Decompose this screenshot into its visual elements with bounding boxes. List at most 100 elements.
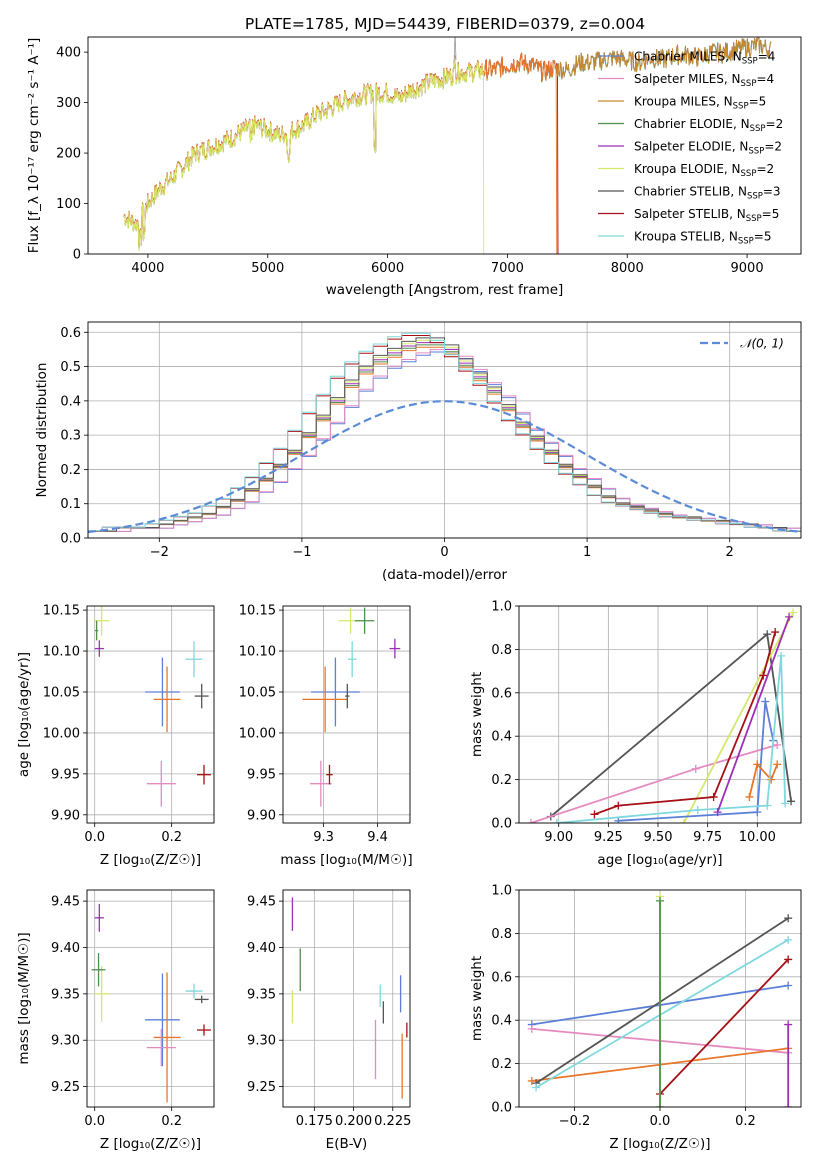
y-tick-label: 9.90 (247, 808, 276, 823)
x-tick-label: 0.2 (735, 1114, 756, 1129)
data-point (527, 1076, 536, 1085)
y-tick-label: 10.00 (43, 726, 80, 741)
error-bars (91, 903, 211, 1103)
y-tick-label: 10.10 (239, 645, 276, 660)
axes-mass-vs-Z: 0.0 0.2 9.25 9.30 9.35 9.40 9.45 Z [log₁₀(Z/Z☉)… (16, 889, 215, 1152)
y-tick-label: 9.45 (51, 895, 80, 910)
y-tick-label: 0.4 (491, 730, 512, 745)
y-tick-label: 300 (56, 96, 81, 111)
weight-series-kroupa-elodie (683, 612, 794, 823)
weight-series-orange (748, 762, 779, 798)
y-axis-label: mass weight (469, 672, 485, 757)
y-tick-label: 0.0 (60, 532, 81, 547)
legend-label: Chabrier STELIB, NSSP=3 (634, 185, 781, 202)
weight-series-salpeter-elodie (716, 616, 790, 813)
axes-frame (86, 605, 215, 824)
x-tick-label: −0.2 (559, 1114, 591, 1129)
legend-label: Salpeter STELIB, NSSP=5 (634, 207, 779, 224)
legend: 𝒩(0, 1) (700, 337, 784, 351)
y-tick-label: 1.0 (491, 600, 512, 615)
y-tick-label: 200 (56, 147, 81, 162)
y-tick-label: 10.10 (43, 645, 80, 660)
data-point (785, 612, 794, 621)
data-point (781, 799, 790, 808)
y-tick-label: 9.35 (247, 987, 276, 1002)
legend-label: Kroupa STELIB, NSSP=5 (634, 230, 772, 247)
x-axis-label: (data-model)/error (382, 567, 508, 583)
data-point (656, 1103, 664, 1107)
data-point (532, 1083, 541, 1092)
x-tick-label: 2 (726, 545, 734, 560)
error-bars (302, 607, 401, 807)
x-tick-label: 0.2 (161, 830, 182, 845)
y-tick-label: 10.15 (43, 604, 80, 619)
x-tick-label: 6000 (371, 261, 404, 276)
x-tick-label: 8000 (611, 261, 644, 276)
y-tick-label: 9.95 (247, 767, 276, 782)
axes-age-vs-Z: 0.0 0.2 9.90 9.95 10.00 10.05 10.10 10.15 Z [log… (16, 604, 215, 868)
x-tick-label: 9.4 (367, 830, 388, 845)
data-point (784, 935, 793, 944)
axes-age-vs-mass: 9.3 9.4 9.90 9.95 10.00 10.05 10.10 10.15 mass [… (239, 604, 413, 868)
data-point (709, 792, 718, 801)
y-tick-label: 10.05 (239, 685, 276, 700)
y-tick-label: 10.05 (43, 685, 80, 700)
y-tick-label: 9.35 (51, 987, 80, 1002)
gaussian-curve (88, 400, 801, 534)
axes-frame (87, 36, 802, 255)
data-point (784, 955, 793, 964)
y-tick-label: 9.90 (51, 808, 80, 823)
data-point (771, 628, 780, 637)
spectrum-series-kroupa-elodie (123, 56, 485, 254)
legend-label: Chabrier MILES, NSSP=4 (634, 50, 775, 67)
x-tick-label: −2 (150, 545, 169, 560)
axes-frame (518, 605, 802, 824)
figure-title: PLATE=1785, MJD=54439, FIBERID=0379, z=0… (245, 15, 645, 33)
y-tick-label: 10.00 (239, 726, 276, 741)
x-tick-label: 4000 (131, 261, 164, 276)
weight-series-chabrier-miles (618, 701, 775, 822)
y-axis-label: Flux [f_λ 10⁻¹⁷ erg cm⁻² s⁻¹ A⁻¹] (26, 38, 42, 254)
weight-series-chabrier-stelib (535, 917, 789, 1084)
y-tick-label: 0.4 (60, 394, 81, 409)
y-tick-label: 0.2 (491, 773, 512, 788)
h-alpha-spike (453, 37, 457, 63)
y-tick-label: 9.25 (247, 1080, 276, 1095)
y-tick-label: 0.2 (60, 463, 81, 478)
y-tick-label: 0.8 (491, 643, 512, 658)
data-point (745, 792, 754, 801)
x-tick-label: 9.00 (544, 830, 573, 845)
x-tick-label: 0.0 (84, 1114, 105, 1129)
data-point (552, 819, 561, 823)
axes-frame (86, 889, 215, 1108)
error-bars (291, 897, 408, 1099)
y-tick-label: 0.6 (491, 970, 512, 985)
x-tick-label: 0 (440, 545, 448, 560)
data-point (784, 981, 793, 990)
legend-label: Salpeter ELODIE, NSSP=2 (634, 140, 782, 157)
data-point (777, 651, 786, 660)
axes-frame (518, 889, 802, 1108)
data-point (763, 630, 772, 639)
y-axis-label: mass weight (469, 956, 485, 1041)
x-tick-label: 1 (583, 545, 591, 560)
data-point (679, 819, 688, 823)
y-tick-label: 0.8 (491, 927, 512, 942)
y-axis-label: age [log₁₀(age/yr)] (16, 652, 32, 777)
data-point (713, 808, 722, 817)
data-point (787, 797, 796, 806)
y-tick-label: 10.15 (239, 604, 276, 619)
data-point (784, 1103, 793, 1107)
legend-label: 𝒩(0, 1) (740, 337, 784, 351)
y-tick-label: 9.40 (247, 941, 276, 956)
weight-lines (526, 608, 798, 823)
legend-label: Kroupa MILES, NSSP=5 (634, 95, 766, 112)
x-tick-label: 9.50 (644, 830, 673, 845)
y-tick-label: 9.40 (51, 941, 80, 956)
y-tick-label: 9.45 (247, 895, 276, 910)
weight-series-salpeter-stelib (659, 958, 789, 1095)
legend-label: Salpeter MILES, NSSP=4 (634, 72, 774, 89)
legend-label: Kroupa ELODIE, NSSP=2 (634, 162, 774, 179)
data-point (691, 764, 700, 773)
